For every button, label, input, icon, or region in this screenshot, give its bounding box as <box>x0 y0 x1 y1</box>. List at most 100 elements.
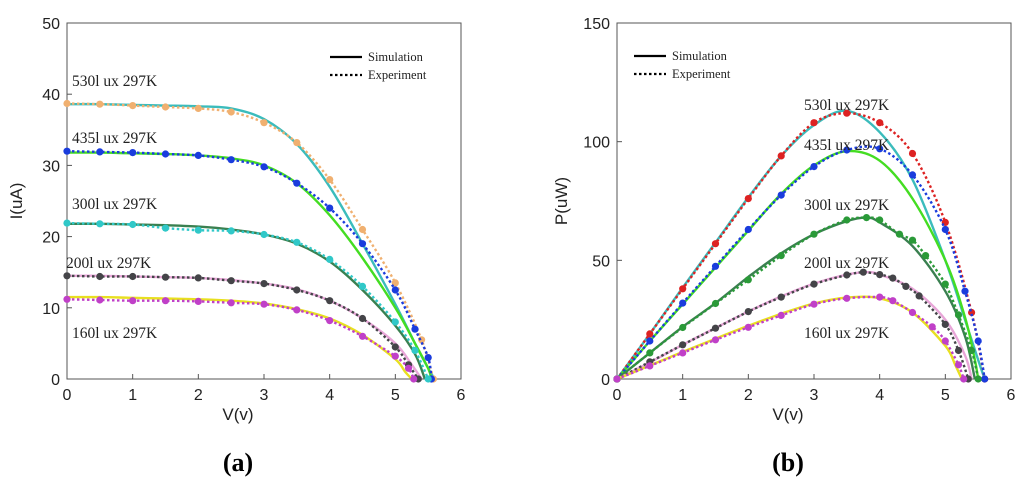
experiment-point-530lux <box>391 279 399 287</box>
experiment-point-435lux <box>194 151 202 159</box>
experiment-point-200lux <box>810 280 818 288</box>
experiment-point-160lux <box>358 332 367 340</box>
experiment-point-300lux <box>424 375 432 383</box>
experiment-point-160lux <box>810 300 818 308</box>
y-tick-label: 40 <box>42 87 60 104</box>
experiment-point-160lux <box>960 375 968 383</box>
experiment-point-200lux <box>915 292 923 300</box>
experiment-point-435lux <box>908 171 917 179</box>
experiment-point-300lux <box>922 252 930 260</box>
series-300lux: 300l ux 297K <box>613 197 982 383</box>
series-530lux: 530l ux 297K <box>613 97 989 383</box>
experiment-point-435lux <box>941 225 949 234</box>
y-tick-label: 30 <box>42 158 60 175</box>
experiment-point-530lux <box>293 139 301 147</box>
legend-experiment-label: Experiment <box>368 68 427 82</box>
experiment-point-530lux <box>810 119 818 127</box>
experiment-point-530lux <box>63 99 71 108</box>
series-530lux: 530l ux 297K <box>63 73 437 383</box>
experiment-point-160lux <box>711 336 720 344</box>
experiment-point-435lux <box>326 204 334 212</box>
x-tick-label: 5 <box>941 387 950 404</box>
experiment-point-435lux <box>974 337 982 345</box>
experiment-point-530lux <box>260 119 268 127</box>
legend: Simulation Experiment <box>634 49 731 81</box>
experiment-point-200lux <box>161 273 170 281</box>
experiment-point-435lux <box>358 240 367 248</box>
x-tick-label: 0 <box>613 387 622 404</box>
experiment-point-435lux <box>161 150 170 158</box>
experiment-point-435lux <box>876 145 884 153</box>
experiment-point-435lux <box>646 337 654 345</box>
experiment-point-160lux <box>928 323 936 331</box>
x-tick-label: 1 <box>128 387 137 404</box>
experiment-point-200lux <box>954 346 963 355</box>
experiment-point-435lux <box>843 146 851 154</box>
experiment-point-530lux <box>908 149 917 158</box>
x-tick-label: 3 <box>260 387 269 404</box>
experiment-point-200lux <box>843 271 851 279</box>
experiment-point-300lux <box>161 224 170 232</box>
legend-simulation-label: Simulation <box>672 49 728 63</box>
experiment-point-300lux <box>895 230 904 238</box>
experiment-point-300lux <box>326 255 334 263</box>
experiment-point-435lux <box>63 147 71 155</box>
experiment-line-530lux <box>616 111 986 380</box>
series-label-160lux: 160l ux 297K <box>804 325 890 342</box>
legend-experiment-label: Experiment <box>672 67 731 81</box>
experiment-point-160lux <box>908 308 917 317</box>
series-435lux: 435l ux 297K <box>613 137 989 383</box>
experiment-point-160lux <box>63 295 71 303</box>
experiment-point-530lux <box>711 240 720 248</box>
experiment-point-160lux <box>954 361 963 369</box>
series-160lux: 160l ux 297K <box>613 293 968 383</box>
experiment-point-300lux <box>954 311 963 319</box>
experiment-point-200lux <box>227 277 235 285</box>
experiment-point-160lux <box>326 317 334 325</box>
experiment-point-300lux <box>63 219 71 227</box>
y-tick-label: 50 <box>42 16 60 33</box>
experiment-point-200lux <box>194 274 202 282</box>
y-axis-label: P(uW) <box>552 177 571 225</box>
chart-panel-b: 0 1 2 3 4 5 6 0 50 100 150 V(v) P(uW) 530l ux 297K 435… <box>552 16 1016 477</box>
experiment-point-160lux <box>646 362 654 370</box>
experiment-point-300lux <box>227 227 235 235</box>
experiment-point-300lux <box>293 238 301 246</box>
experiment-line-435lux <box>616 145 986 380</box>
series-200lux: 200l ux 297K <box>63 255 423 383</box>
experiment-point-200lux <box>326 297 334 305</box>
series-300lux: 300l ux 297K <box>63 196 432 383</box>
experiment-point-300lux <box>679 323 687 332</box>
experiment-point-300lux <box>843 216 851 224</box>
experiment-point-200lux <box>744 308 752 316</box>
experiment-point-160lux <box>129 297 137 305</box>
experiment-point-300lux <box>358 282 367 290</box>
panel-label: (b) <box>772 448 804 477</box>
experiment-point-435lux <box>744 225 752 234</box>
experiment-point-530lux <box>843 109 851 117</box>
experiment-point-300lux <box>194 226 202 234</box>
experiment-point-300lux <box>129 220 137 229</box>
x-tick-label: 0 <box>63 387 72 404</box>
experiment-point-530lux <box>679 285 687 293</box>
experiment-point-300lux <box>260 230 268 239</box>
experiment-point-160lux <box>293 306 301 314</box>
experiment-point-160lux <box>260 300 268 308</box>
experiment-point-200lux <box>391 343 399 351</box>
experiment-point-530lux <box>129 102 137 110</box>
experiment-point-160lux <box>613 375 621 383</box>
experiment-point-530lux <box>161 103 170 111</box>
experiment-point-300lux <box>96 220 104 228</box>
experiment-point-160lux <box>391 352 399 360</box>
experiment-point-300lux <box>391 318 399 326</box>
experiment-point-435lux <box>227 156 235 164</box>
x-tick-label: 2 <box>194 387 203 404</box>
panel-label: (a) <box>223 448 253 477</box>
series-label-300lux: 300l ux 297K <box>804 197 890 214</box>
experiment-point-200lux <box>777 293 785 301</box>
x-tick-label: 6 <box>457 387 466 404</box>
experiment-line-200lux <box>616 270 970 381</box>
experiment-point-435lux <box>391 286 399 294</box>
experiment-point-300lux <box>810 230 818 238</box>
experiment-point-160lux <box>843 294 851 302</box>
